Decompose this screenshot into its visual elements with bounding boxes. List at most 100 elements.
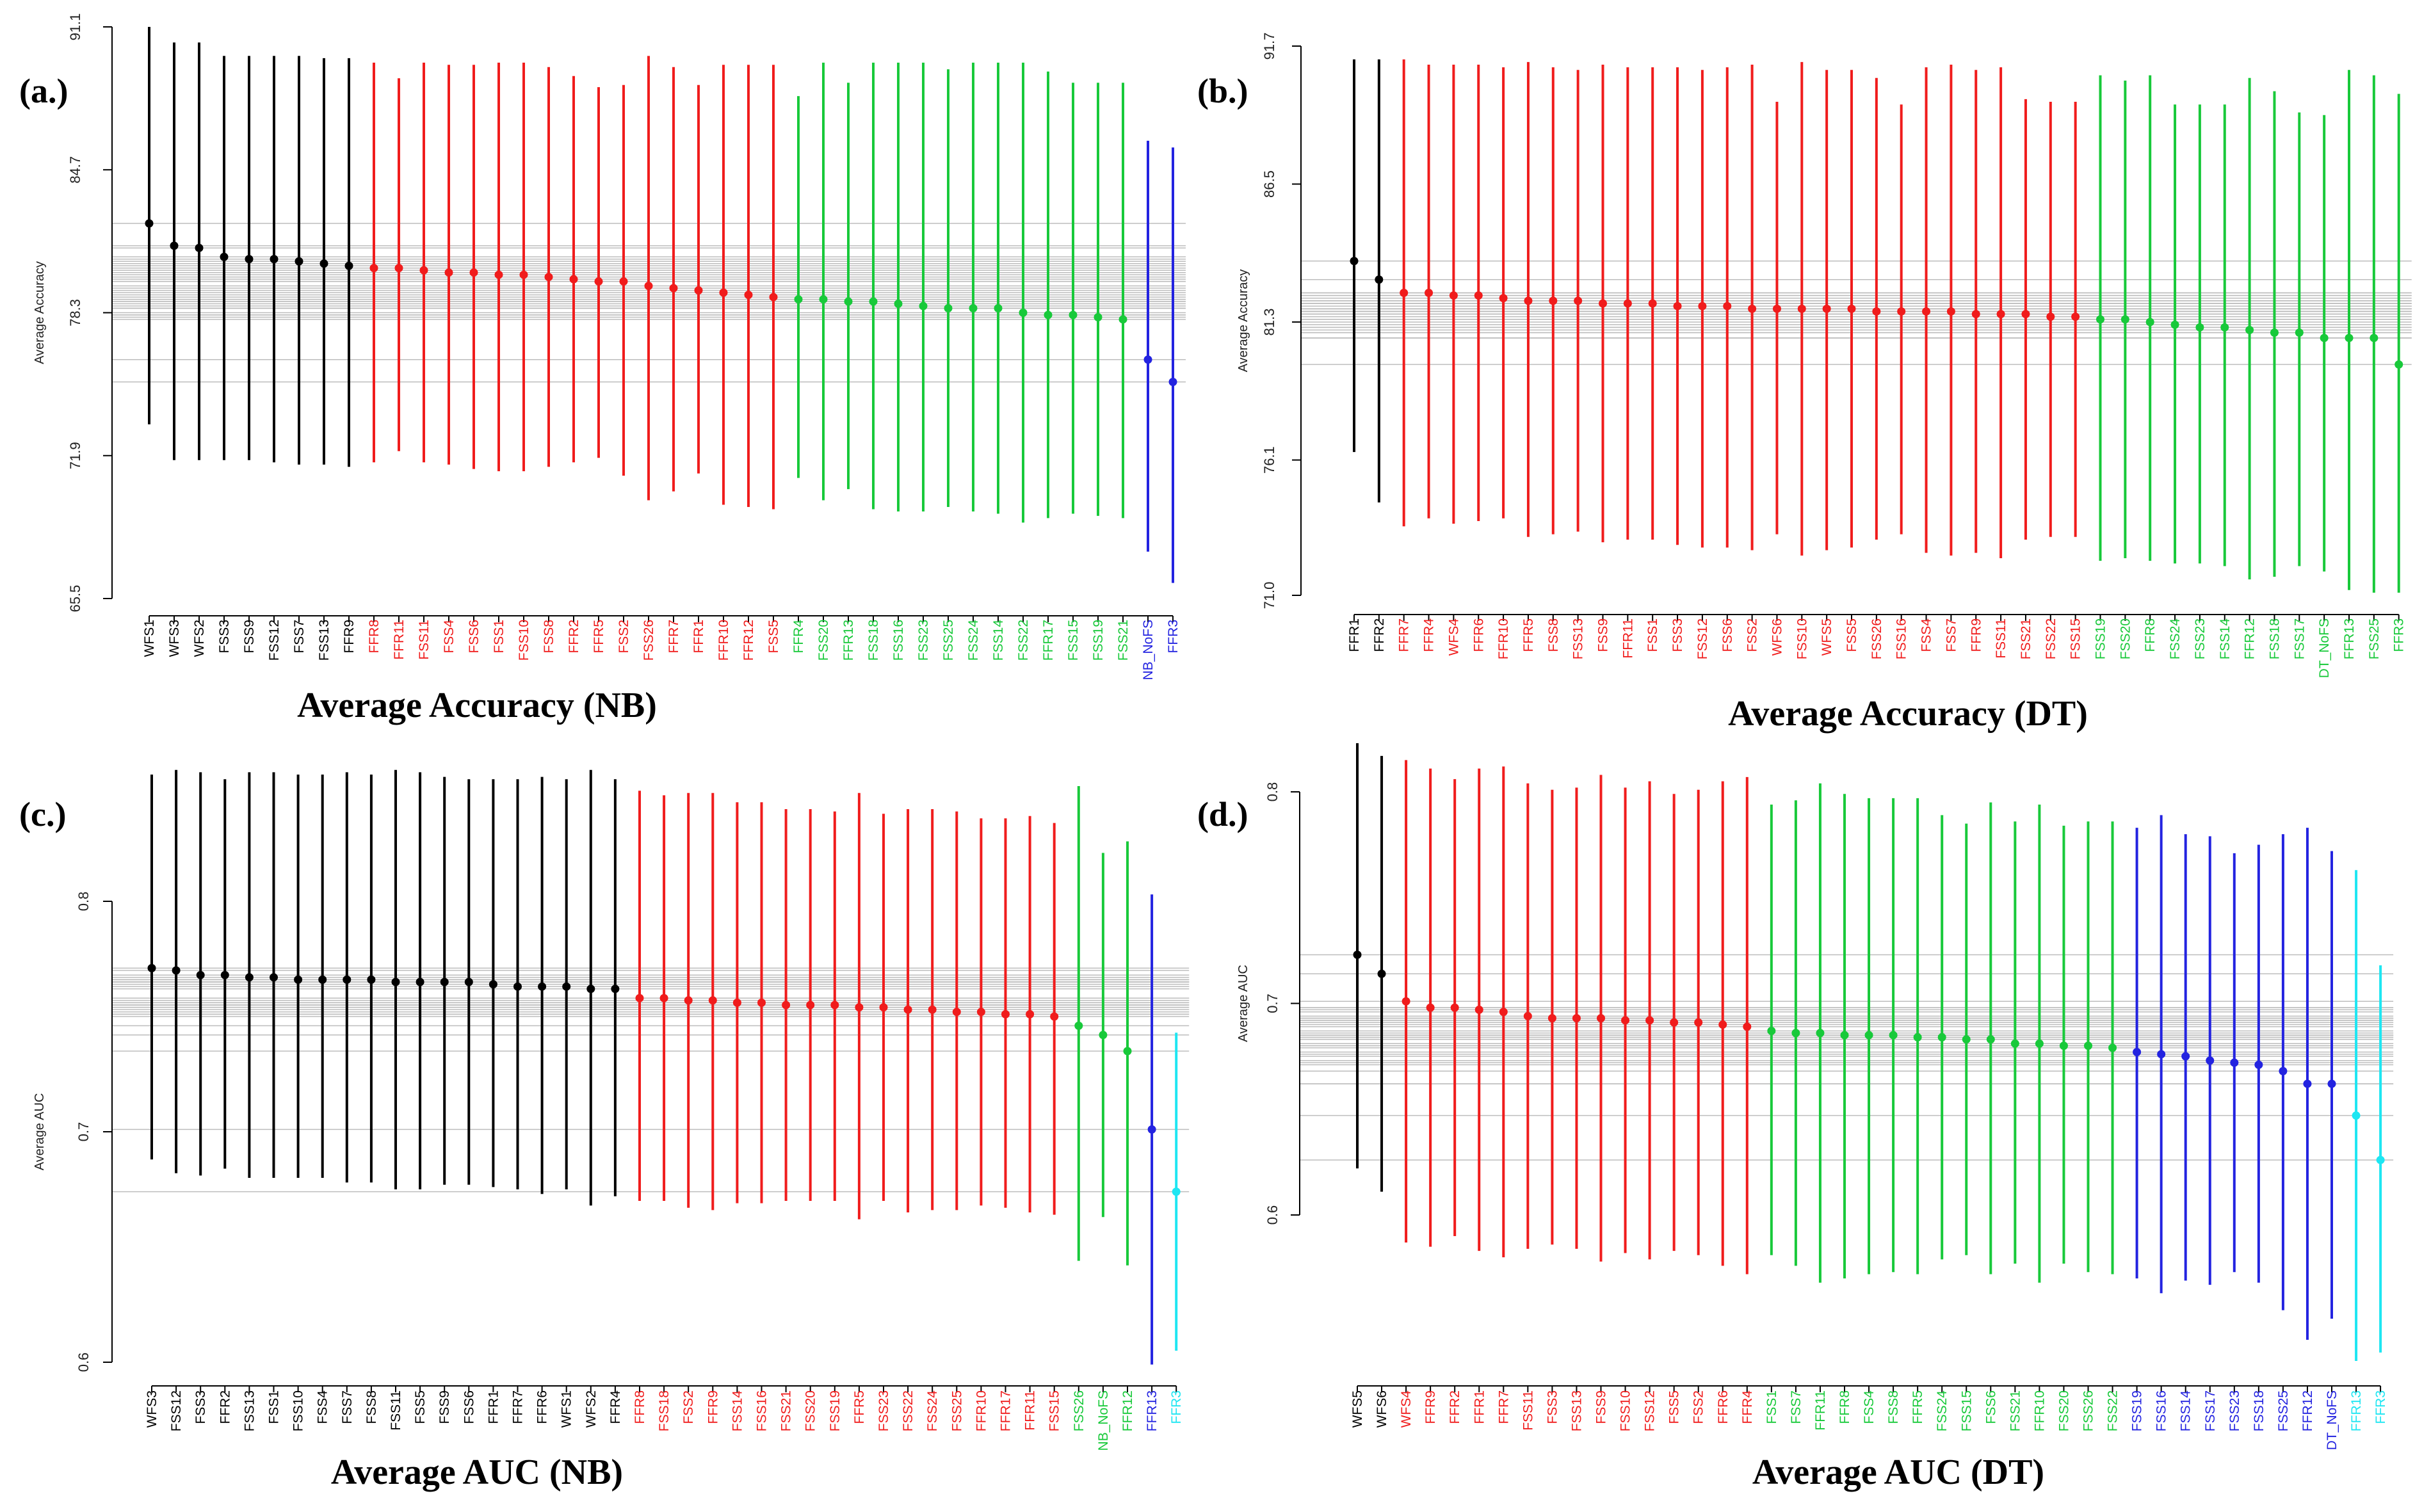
mean-point-fss14 bbox=[2181, 1052, 2190, 1061]
mean-point-ffr11 bbox=[1816, 1029, 1825, 1038]
chart-title: Average Accuracy (NB) bbox=[297, 686, 657, 725]
category-label-fss3: FSS3 bbox=[1670, 618, 1685, 652]
mean-point-fss18 bbox=[2254, 1060, 2263, 1069]
mean-point-fss8 bbox=[1549, 296, 1558, 305]
y-axis-label: Average Accuracy bbox=[1236, 269, 1250, 373]
category-label-ffr3: FFR3 bbox=[1169, 1390, 1184, 1424]
category-label-fss18: FSS18 bbox=[657, 1390, 672, 1431]
category-label-ffr11: FFR11 bbox=[1023, 1390, 1038, 1431]
category-label-wfs4: WFS4 bbox=[1399, 1390, 1414, 1428]
category-label-ffr10: FFR10 bbox=[1496, 618, 1511, 659]
category-label-wfs4: WFS4 bbox=[1446, 618, 1461, 656]
mean-point-fss3 bbox=[220, 252, 229, 261]
mean-point-fss22 bbox=[903, 1005, 912, 1014]
category-label-fss11: FSS11 bbox=[1521, 1390, 1535, 1431]
category-label-fss23: FSS23 bbox=[876, 1390, 891, 1431]
category-label-ffr5: FFR5 bbox=[1521, 618, 1536, 652]
mean-point-ffr3 bbox=[2376, 1155, 2385, 1164]
category-label-fss22: FSS22 bbox=[1016, 620, 1031, 661]
category-label-ffr6: FFR6 bbox=[1471, 618, 1486, 652]
y-tick-label: 84.7 bbox=[67, 156, 83, 184]
category-label-fss10: FSS10 bbox=[1795, 618, 1809, 659]
mean-point-fss4 bbox=[318, 975, 327, 984]
category-label-fss13: FSS13 bbox=[242, 1390, 257, 1431]
mean-point-fss24 bbox=[928, 1005, 937, 1014]
mean-point-ffr1 bbox=[1474, 1005, 1483, 1014]
mean-point-fss9 bbox=[1599, 299, 1607, 308]
mean-point-fss22 bbox=[2108, 1043, 2117, 1052]
category-label-fss2: FSS2 bbox=[1745, 618, 1760, 652]
mean-point-fss13 bbox=[245, 973, 254, 982]
mean-point-ffr4 bbox=[1425, 288, 1434, 297]
mean-point-wfs1 bbox=[145, 219, 154, 228]
mean-point-fss2 bbox=[1694, 1018, 1703, 1027]
mean-point-fss12 bbox=[172, 966, 181, 975]
mean-point-fss18 bbox=[869, 297, 878, 306]
mean-point-wfs2 bbox=[586, 985, 595, 993]
category-label-fss7: FSS7 bbox=[292, 620, 307, 654]
mean-point-fss12 bbox=[1698, 302, 1707, 310]
y-axis-label: Average AUC bbox=[1236, 965, 1250, 1042]
category-label-ffr1: FFR1 bbox=[1347, 618, 1362, 652]
mean-point-ffr2 bbox=[220, 970, 229, 979]
category-label-fss21: FSS21 bbox=[2019, 618, 2033, 659]
mean-point-ffr2 bbox=[569, 275, 578, 284]
category-label-fss6: FSS6 bbox=[462, 1390, 476, 1424]
mean-point-ffr9 bbox=[708, 996, 717, 1005]
category-label-fss23: FSS23 bbox=[2193, 618, 2208, 659]
y-tick-label: 76.1 bbox=[1261, 446, 1277, 474]
category-label-fss16: FSS16 bbox=[1894, 618, 1909, 659]
mean-point-ffr4 bbox=[611, 985, 620, 993]
category-label-fss24: FSS24 bbox=[925, 1390, 940, 1432]
panel-label: (b.) bbox=[1197, 72, 1248, 110]
mean-point-fss21 bbox=[2010, 1039, 2019, 1048]
category-label-fss21: FSS21 bbox=[2008, 1390, 2023, 1431]
chart-panel-4: 0.8 0.7 0.6 Average AUC WFS5 WFS6 WFS4 FFR9 FFR2… bbox=[1197, 743, 2394, 1492]
category-label-fss20: FSS20 bbox=[804, 1390, 818, 1431]
mean-point-wfs5 bbox=[1353, 950, 1362, 959]
category-label-ffr4: FFR4 bbox=[1422, 618, 1437, 652]
mean-point-fss19 bbox=[1094, 312, 1102, 321]
mean-point-fss4 bbox=[1864, 1031, 1873, 1040]
mean-point-ffr5 bbox=[594, 277, 603, 286]
mean-point-fss25 bbox=[952, 1008, 961, 1017]
mean-point-wfs2 bbox=[195, 243, 204, 252]
category-label-fss18: FSS18 bbox=[2267, 618, 2282, 659]
category-label-fss9: FSS9 bbox=[1596, 618, 1611, 652]
mean-point-fss7 bbox=[1791, 1029, 1800, 1038]
panel-label: (d.) bbox=[1197, 795, 1248, 833]
category-label-fss2: FSS2 bbox=[617, 620, 631, 654]
category-label-fss17: FSS17 bbox=[2292, 618, 2307, 659]
category-label-fss15: FSS15 bbox=[1066, 620, 1081, 661]
mean-point-fss11 bbox=[1523, 1011, 1532, 1020]
category-label-fss5: FSS5 bbox=[1667, 1390, 1682, 1424]
mean-point-ffr3 bbox=[1168, 378, 1177, 387]
category-label-ffr1: FFR1 bbox=[1472, 1390, 1487, 1424]
y-tick-label: 0.7 bbox=[1264, 993, 1280, 1013]
category-label-ffr1: FFR1 bbox=[486, 1390, 501, 1424]
mean-point-fss18 bbox=[659, 993, 668, 1002]
category-label-ffr7: FFR7 bbox=[666, 620, 681, 654]
mean-point-fss13 bbox=[1574, 296, 1583, 305]
category-label-fss4: FSS4 bbox=[442, 620, 456, 654]
category-label-ffr3: FFR3 bbox=[2373, 1390, 2388, 1424]
mean-point-fss2 bbox=[1748, 304, 1757, 313]
mean-point-fss25 bbox=[2370, 334, 2379, 342]
category-label-fss4: FSS4 bbox=[1919, 618, 1934, 652]
category-label-ffr2: FFR2 bbox=[1372, 618, 1387, 652]
category-label-ffr3: FFR3 bbox=[2392, 618, 2407, 652]
y-axis-label: Average Accuracy bbox=[33, 261, 47, 364]
mean-point-ffr7 bbox=[513, 982, 522, 991]
mean-point-fss13 bbox=[1572, 1014, 1581, 1023]
category-label-fss7: FSS7 bbox=[340, 1390, 355, 1424]
category-label-fss24: FSS24 bbox=[966, 620, 981, 661]
mean-point-fss22 bbox=[2046, 312, 2055, 321]
mean-point-wfs4 bbox=[1401, 997, 1410, 1006]
mean-point-fss3 bbox=[1547, 1014, 1556, 1023]
category-label-ffr7: FFR7 bbox=[511, 1390, 526, 1424]
category-label-fss15: FSS15 bbox=[2069, 618, 2083, 659]
category-label-fss11: FSS11 bbox=[417, 620, 432, 660]
mean-point-fss21 bbox=[2021, 310, 2030, 319]
category-label-ffr13: FFR13 bbox=[2342, 618, 2357, 659]
